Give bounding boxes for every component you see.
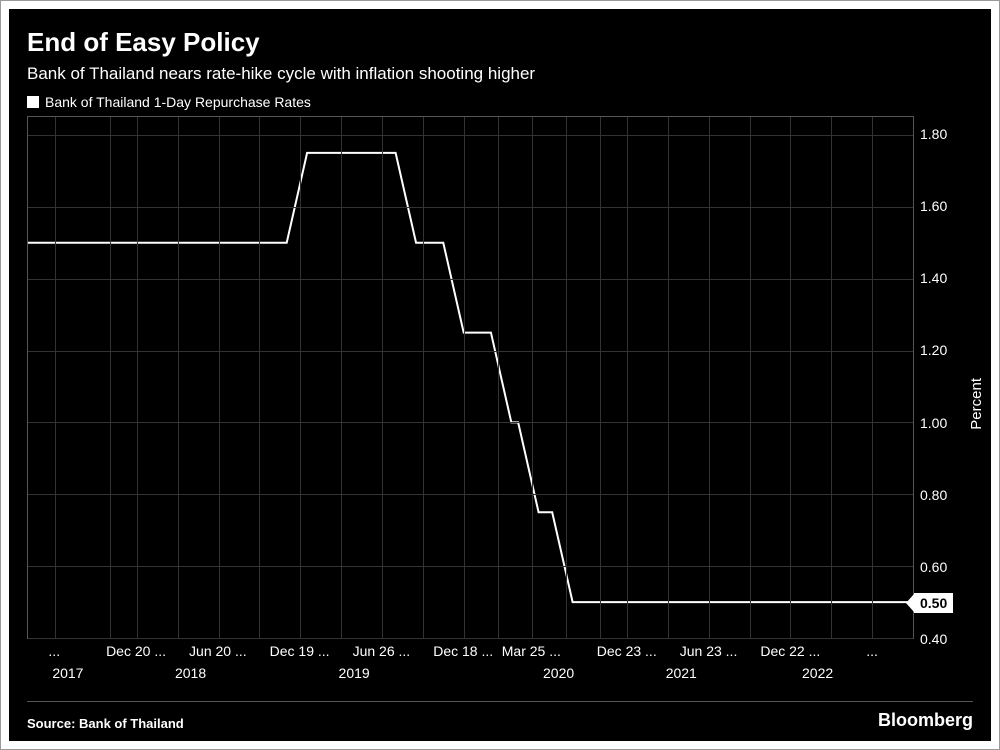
grid-line-h [28,279,913,280]
grid-line-h [28,566,913,567]
grid-line-v [137,117,138,638]
x-tick-label: Dec 19 ... [270,643,330,659]
grid-line-h [28,351,913,352]
x-tick-label: Dec 18 ... [433,643,493,659]
grid-line-v [178,117,179,638]
grid-line-v [423,117,424,638]
grid-line-v [566,117,567,638]
grid-line-h [28,207,913,208]
x-tick-label: Mar 25 ... [502,643,561,659]
y-tick-label: 1.40 [920,270,947,286]
grid-line-h [28,494,913,495]
grid-line-v [259,117,260,638]
grid-line-v [498,117,499,638]
grid-line-v [709,117,710,638]
x-year-label: 2020 [543,665,574,681]
grid-line-v [464,117,465,638]
y-axis: Percent 0.400.600.801.001.201.401.601.80… [913,116,973,639]
brand-label: Bloomberg [878,710,973,731]
grid-line-v [750,117,751,638]
grid-line-v [300,117,301,638]
last-value-flag: 0.50 [914,593,953,613]
x-tick-label: Jun 23 ... [680,643,738,659]
y-tick-label: 0.40 [920,631,947,647]
grid-line-v [110,117,111,638]
x-year-label: 2018 [175,665,206,681]
grid-line-v [219,117,220,638]
y-tick-label: 1.00 [920,415,947,431]
y-tick-label: 0.80 [920,487,947,503]
grid-line-v [872,117,873,638]
chart-card: End of Easy Policy Bank of Thailand near… [9,9,991,741]
x-tick-label: ... [866,643,878,659]
grid-line-v [668,117,669,638]
y-tick-label: 1.20 [920,342,947,358]
x-tick-label: Jun 26 ... [353,643,411,659]
grid-line-h [28,422,913,423]
grid-line-v [532,117,533,638]
chart-subtitle: Bank of Thailand nears rate-hike cycle w… [27,64,973,84]
x-tick-label: Jun 20 ... [189,643,247,659]
x-year-label: 2019 [339,665,370,681]
chart-legend: Bank of Thailand 1-Day Repurchase Rates [27,94,973,110]
grid-line-v [831,117,832,638]
grid-line-v [55,117,56,638]
grid-line-v [790,117,791,638]
grid-line-h [28,135,913,136]
grid-line-v [382,117,383,638]
legend-swatch [27,96,39,108]
rate-series [28,153,913,602]
grid-line-v [627,117,628,638]
chart-footer: Source: Bank of Thailand Bloomberg [27,701,973,731]
x-tick-label: ... [48,643,60,659]
chart-frame: End of Easy Policy Bank of Thailand near… [0,0,1000,750]
source-label: Source: Bank of Thailand [27,716,184,731]
x-year-label: 2017 [52,665,83,681]
x-tick-label: Dec 23 ... [597,643,657,659]
y-tick-label: 1.60 [920,198,947,214]
x-year-label: 2022 [802,665,833,681]
series-line [28,117,913,638]
grid-line-v [341,117,342,638]
chart-title: End of Easy Policy [27,27,973,58]
y-tick-label: 1.80 [920,126,947,142]
x-tick-label: Dec 22 ... [760,643,820,659]
plot-wrap: Percent 0.400.600.801.001.201.401.601.80… [27,116,973,639]
y-tick-label: 0.60 [920,559,947,575]
x-axis: ... Dec 20 ... Jun 20 ... Dec 19 ... Jun 26 … [27,639,913,695]
legend-label: Bank of Thailand 1-Day Repurchase Rates [45,94,311,110]
grid-line-v [600,117,601,638]
y-axis-label: Percent [969,378,986,430]
x-tick-label: Dec 20 ... [106,643,166,659]
plot-area [27,116,913,639]
x-year-label: 2021 [666,665,697,681]
